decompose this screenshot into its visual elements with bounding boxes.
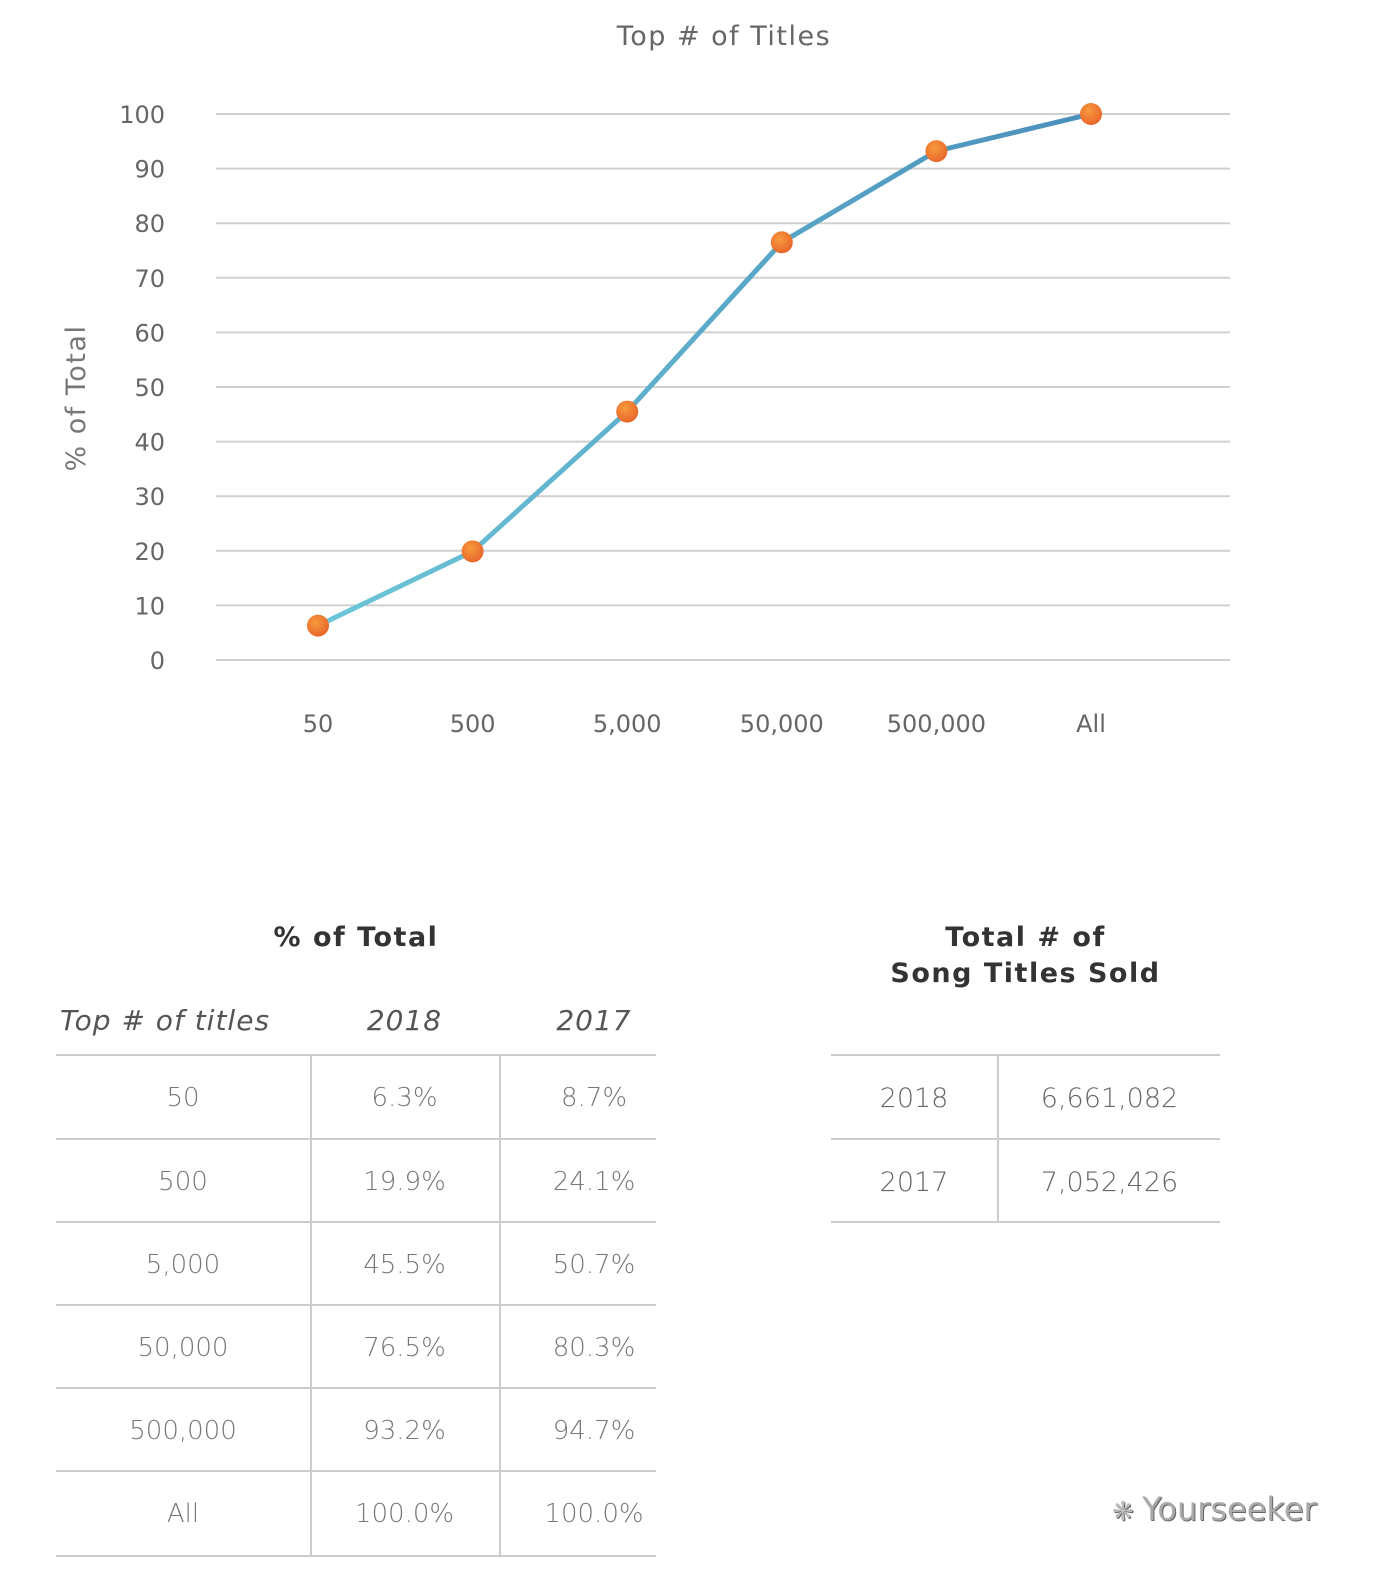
pct-header-top-titles: Top # of titles	[60, 1004, 271, 1037]
table-cell: 50.7%	[552, 1250, 636, 1280]
row-divider	[56, 1304, 656, 1306]
table-cell: 94.7%	[552, 1416, 636, 1446]
table-cell: 24.1%	[552, 1167, 636, 1197]
table-cell: 2017	[879, 1167, 949, 1198]
y-tick-label: 30	[134, 483, 165, 511]
watermark-logo-icon: ❋	[1112, 1497, 1143, 1527]
table-cell: 45.5%	[363, 1250, 446, 1280]
total-title-line1: Total # of	[945, 922, 1106, 953]
table-cell: 5,000	[145, 1250, 221, 1280]
data-point	[616, 400, 639, 423]
y-tick-label: 60	[134, 319, 165, 347]
y-tick-label: 90	[134, 156, 165, 184]
total-table-title: Total # of Song Titles Sold	[831, 920, 1220, 992]
table-cell: 500,000	[129, 1416, 237, 1446]
table-cell: 80.3%	[552, 1333, 636, 1363]
x-tick-label: 50	[303, 710, 334, 738]
table-cell: 7,052,426	[1040, 1167, 1179, 1198]
x-tick-label: 500	[450, 710, 496, 738]
table-cell: 76.5%	[363, 1333, 446, 1363]
x-tick-label: 5,000	[593, 710, 662, 738]
y-tick-label: 0	[150, 647, 165, 675]
y-axis-label: % of Total	[61, 325, 92, 472]
table-cell: 93.2%	[363, 1416, 446, 1446]
table-cell: 100.0%	[354, 1499, 455, 1529]
row-divider	[56, 1387, 656, 1389]
table-cell: All	[166, 1499, 200, 1529]
line-chart: Top # of Titles % of Total 0 10 20 30 40 50 60…	[61, 21, 1230, 738]
table-cell: 19.9%	[363, 1167, 446, 1197]
y-tick-label: 80	[134, 210, 165, 238]
data-point	[461, 540, 484, 563]
total-title-line2: Song Titles Sold	[890, 958, 1161, 989]
y-tick-label: 100	[119, 101, 165, 129]
row-divider	[831, 1138, 1220, 1140]
table-cell: 100.0%	[544, 1499, 644, 1529]
table-cell: 8.7%	[560, 1083, 628, 1113]
y-tick-label: 20	[134, 538, 165, 566]
table-cell: 500	[158, 1167, 208, 1197]
x-tick-label: 50,000	[740, 710, 824, 738]
y-tick-label: 50	[134, 374, 165, 402]
pct-header-2017: 2017	[556, 1004, 632, 1037]
column-divider	[997, 1054, 999, 1221]
row-divider	[56, 1054, 656, 1056]
y-tick-label: 10	[134, 592, 165, 620]
series-line	[316, 111, 1092, 628]
row-divider	[56, 1221, 656, 1223]
column-divider	[499, 1054, 501, 1555]
x-tick-label: All	[1076, 710, 1106, 738]
y-tick-label: 70	[134, 265, 165, 293]
column-divider	[310, 1054, 312, 1555]
row-divider	[831, 1221, 1220, 1223]
x-tick-label: 500,000	[887, 710, 986, 738]
table-cell: 50	[166, 1083, 200, 1113]
y-tick-label: 40	[134, 429, 165, 457]
pct-header-2018: 2018	[366, 1004, 443, 1037]
chart-title: Top # of Titles	[616, 21, 831, 52]
data-point	[925, 140, 948, 163]
row-divider	[56, 1470, 656, 1472]
watermark: ❋ Yourseeker	[1112, 1490, 1317, 1528]
row-divider	[56, 1555, 656, 1557]
row-divider	[831, 1054, 1220, 1056]
data-point	[1080, 103, 1102, 125]
table-cell: 6,661,082	[1040, 1083, 1179, 1114]
data-point	[770, 231, 793, 254]
pct-table-title: % of Total	[273, 922, 439, 953]
watermark-text: Yourseeker	[1142, 1490, 1317, 1528]
data-point	[307, 614, 329, 637]
table-cell: 50,000	[137, 1333, 229, 1363]
row-divider	[56, 1138, 656, 1140]
table-cell: 2018	[879, 1083, 949, 1114]
table-cell: 6.3%	[371, 1083, 438, 1113]
